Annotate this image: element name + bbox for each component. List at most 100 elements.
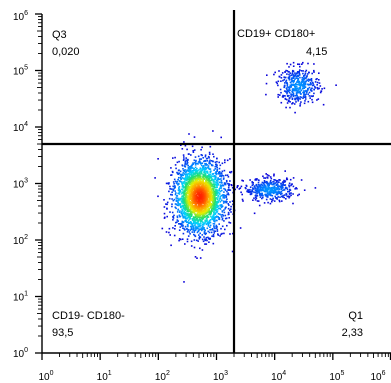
quadrant-gates[interactable] (42, 10, 391, 353)
event-point (192, 178, 195, 180)
event-point (204, 232, 206, 234)
event-point (186, 173, 189, 176)
event-point (303, 81, 305, 83)
event-point (231, 184, 233, 187)
event-point (174, 203, 177, 205)
event-point (303, 87, 306, 89)
event-point (206, 205, 209, 207)
event-point (200, 172, 203, 175)
event-point (189, 222, 191, 224)
event-point (198, 193, 200, 195)
event-point (255, 196, 257, 199)
event-point (184, 163, 186, 165)
event-point (199, 179, 202, 181)
event-point (318, 72, 320, 74)
event-point (319, 85, 322, 87)
event-point (157, 158, 159, 160)
event-point (285, 69, 287, 72)
event-point (213, 217, 216, 219)
event-point (177, 179, 179, 181)
event-point (212, 217, 214, 219)
event-point (208, 173, 210, 176)
event-point (286, 89, 289, 92)
event-point (186, 195, 188, 197)
event-point (189, 217, 192, 220)
event-point (171, 194, 173, 196)
event-point (312, 84, 315, 87)
event-point (193, 233, 195, 236)
event-point (224, 161, 226, 164)
event-point (184, 225, 187, 228)
event-point (191, 218, 194, 220)
event-point (173, 214, 175, 217)
event-point (286, 62, 288, 65)
event-point (256, 178, 258, 180)
event-point (313, 63, 315, 65)
event-point (284, 84, 286, 87)
event-point (283, 78, 285, 81)
event-point (271, 183, 274, 186)
event-point (200, 222, 202, 225)
event-point (218, 167, 221, 170)
event-point (291, 98, 294, 100)
event-point (185, 157, 187, 159)
x-tick-base: 10 (155, 372, 167, 383)
event-point (189, 171, 191, 174)
event-point (192, 205, 195, 207)
event-point (280, 185, 283, 188)
event-point (220, 182, 223, 184)
event-point (211, 178, 213, 181)
event-point (188, 193, 191, 195)
event-point (168, 182, 170, 184)
event-point (208, 191, 211, 194)
event-point (305, 77, 307, 80)
event-point (178, 214, 181, 217)
event-point (194, 213, 196, 215)
event-point (272, 199, 274, 201)
event-point (281, 195, 283, 198)
event-point (211, 215, 214, 218)
event-point (292, 177, 295, 179)
event-point (196, 167, 198, 170)
event-point (289, 89, 291, 92)
event-point (251, 184, 254, 187)
event-point (198, 176, 201, 179)
y-tick-base: 10 (13, 67, 25, 78)
event-point (277, 184, 279, 186)
event-point (182, 177, 185, 180)
event-point (313, 69, 315, 72)
event-point (220, 233, 222, 236)
event-point (228, 221, 230, 224)
event-point (215, 215, 218, 217)
event-point (299, 92, 301, 94)
event-point (197, 214, 199, 216)
event-point (202, 227, 205, 230)
event-point (175, 192, 177, 194)
event-point (307, 83, 309, 86)
event-point (185, 176, 187, 179)
event-point (180, 222, 183, 225)
event-point (311, 81, 314, 84)
event-point (273, 173, 275, 176)
event-point (180, 178, 182, 181)
event-point (196, 226, 199, 229)
event-point (277, 84, 279, 87)
event-point (212, 196, 214, 198)
event-point (216, 211, 219, 213)
event-point (259, 196, 262, 198)
event-point (211, 183, 214, 186)
event-point (180, 205, 182, 207)
event-point (161, 227, 164, 230)
event-point (288, 185, 291, 188)
event-point (199, 179, 201, 182)
event-point (211, 228, 214, 230)
event-point (217, 178, 219, 181)
event-point (273, 200, 276, 202)
event-point (257, 190, 259, 193)
event-point (183, 210, 186, 213)
event-point (203, 207, 206, 210)
event-point (204, 197, 207, 200)
event-point (194, 183, 197, 185)
event-point (182, 186, 185, 189)
event-point (222, 175, 225, 177)
